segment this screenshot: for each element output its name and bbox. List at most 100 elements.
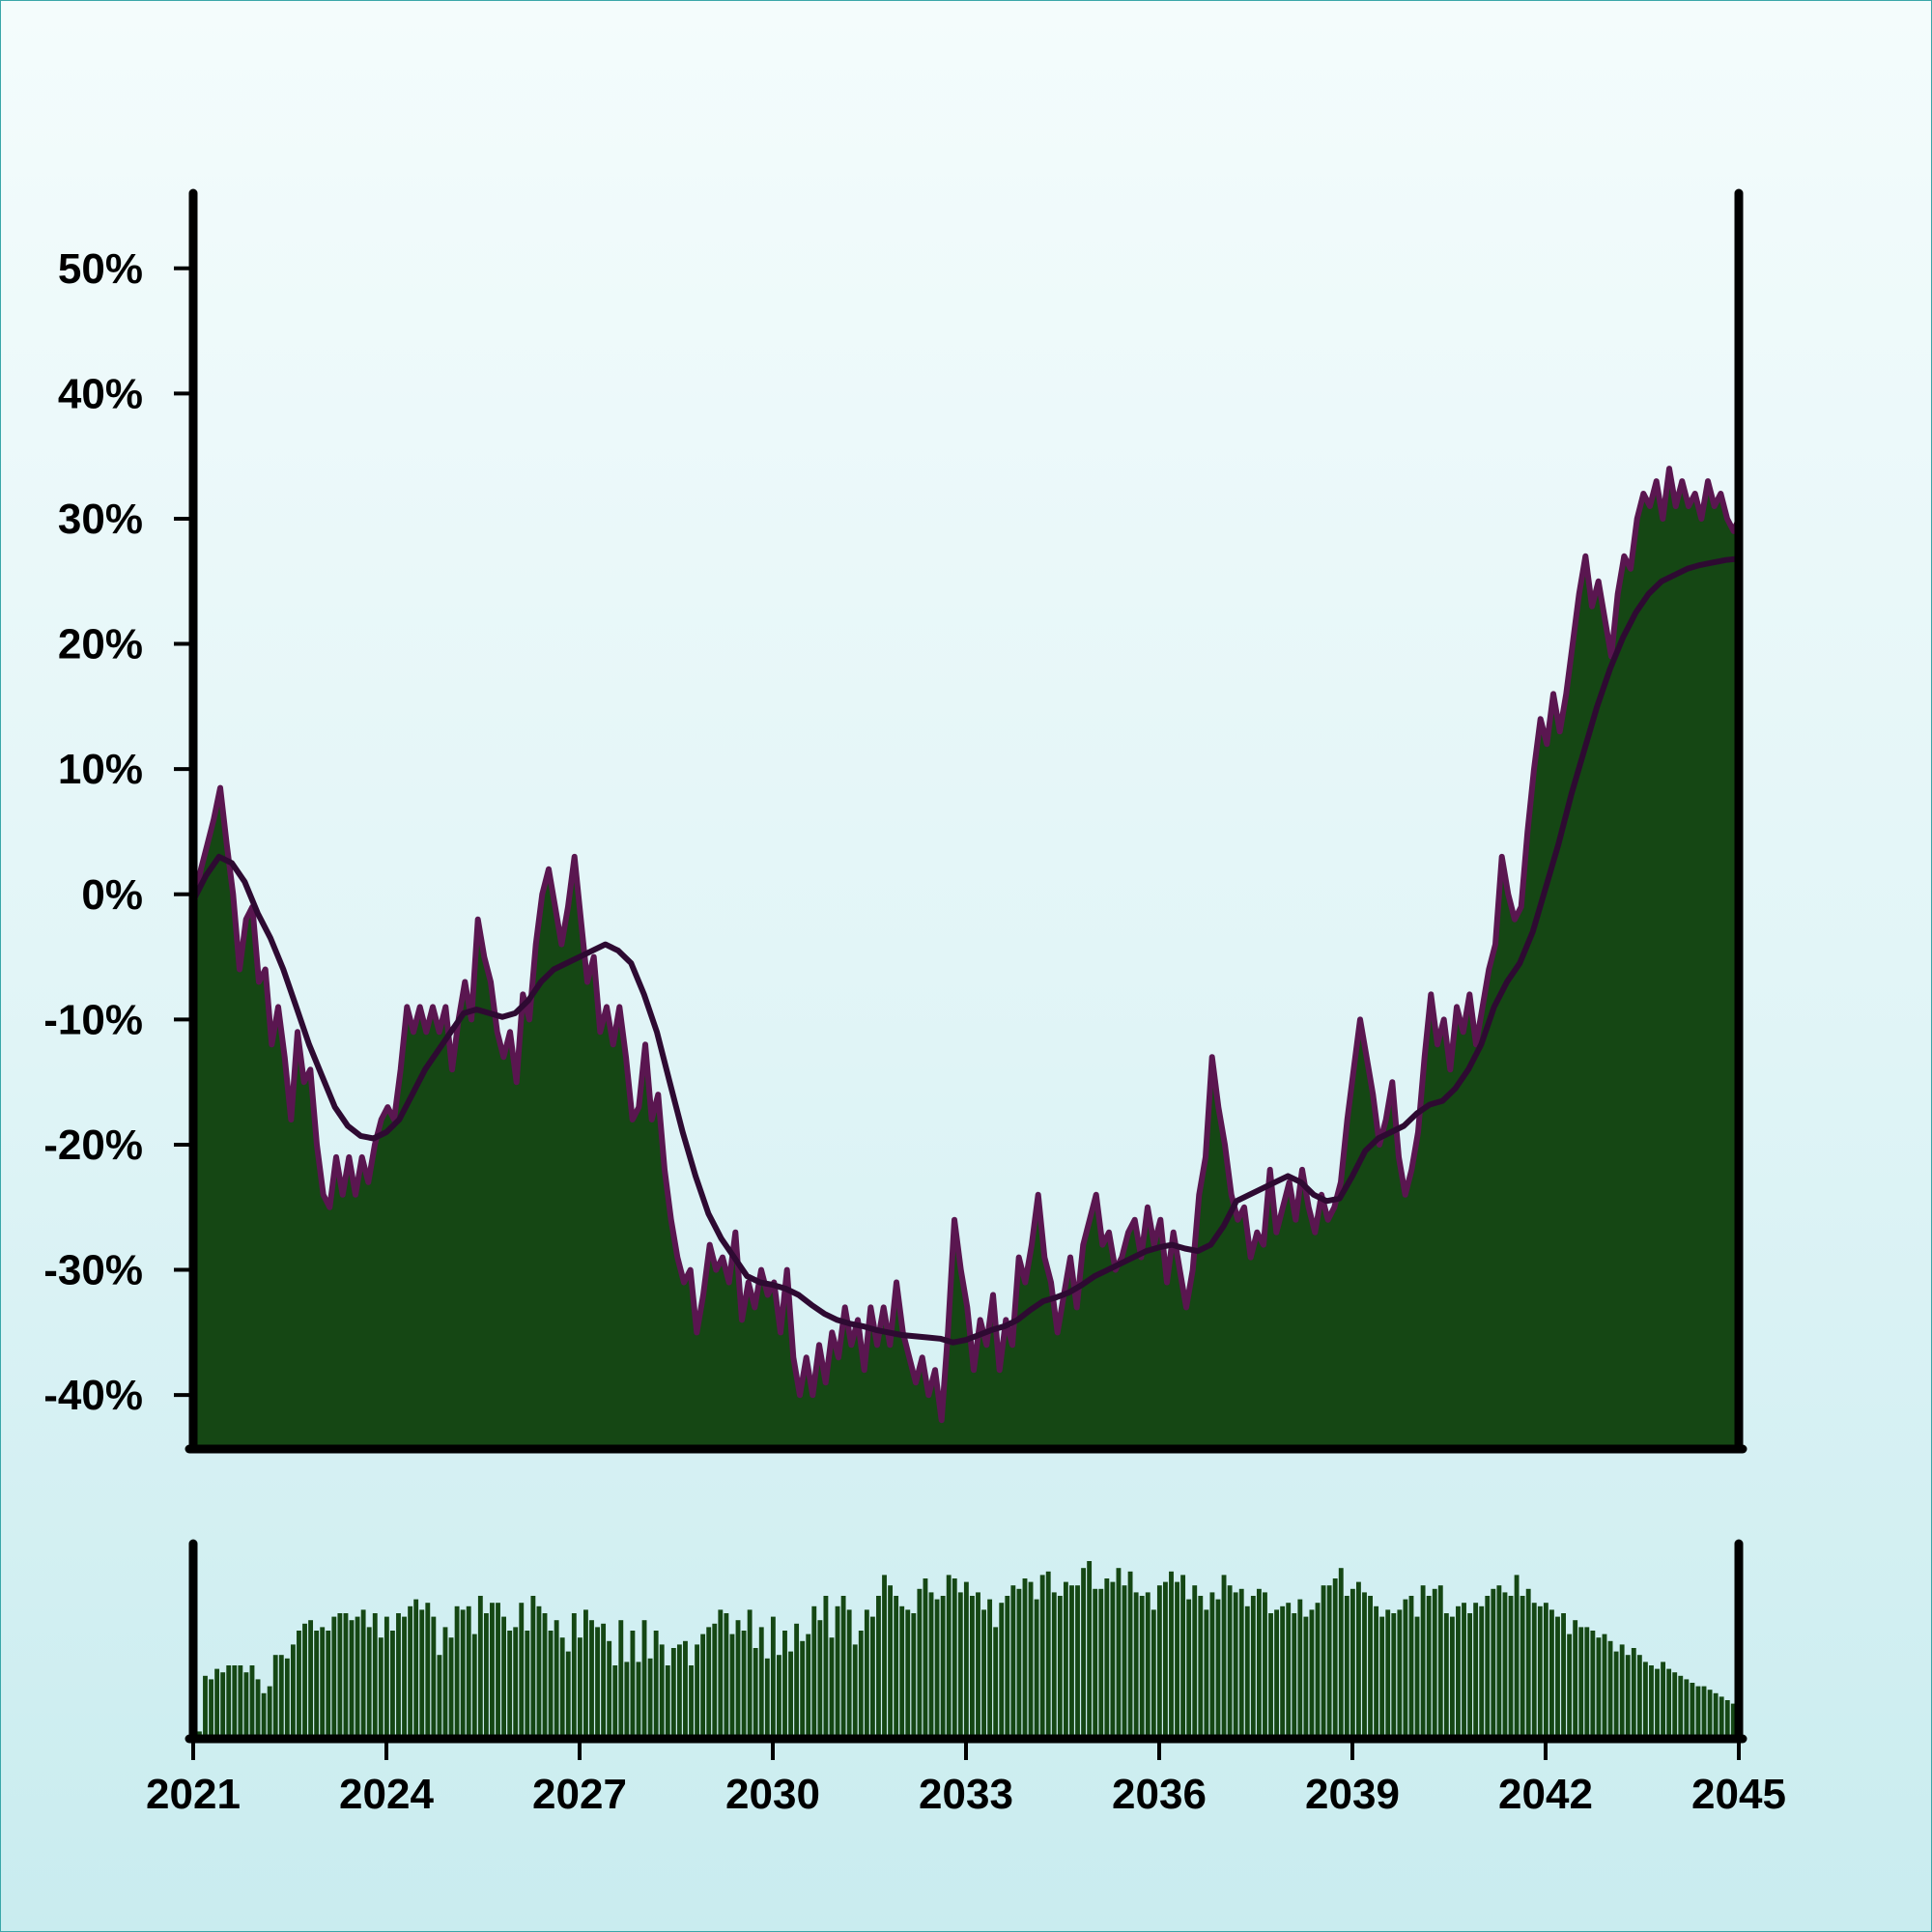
volume-bar <box>1122 1585 1127 1735</box>
volume-bar <box>905 1609 911 1735</box>
volume-bar <box>565 1651 571 1735</box>
volume-bar <box>1063 1581 1068 1735</box>
volume-bar <box>724 1613 729 1735</box>
volume-bar <box>1619 1644 1625 1735</box>
y-tick-label: 10% <box>58 746 143 793</box>
volume-bar <box>1684 1679 1690 1735</box>
volume-bar <box>1514 1575 1520 1735</box>
volume-bar <box>525 1631 530 1735</box>
volume-bar <box>899 1605 905 1735</box>
volume-bar <box>483 1613 489 1735</box>
volume-bar <box>496 1603 500 1735</box>
x-tick-label: 2027 <box>532 1771 627 1818</box>
volume-bar <box>1397 1609 1403 1735</box>
volume-bar <box>1602 1634 1607 1735</box>
volume-bar <box>1573 1620 1578 1735</box>
volume-bar <box>718 1609 724 1735</box>
volume-bar <box>1075 1585 1080 1735</box>
volume-bar <box>618 1620 624 1735</box>
volume-bar <box>308 1620 314 1735</box>
volume-bar <box>1198 1596 1204 1735</box>
volume-bar <box>1344 1596 1350 1735</box>
volume-bar <box>297 1631 301 1735</box>
x-tick-label: 2045 <box>1691 1771 1786 1818</box>
volume-bar <box>835 1605 840 1735</box>
volume-bar <box>408 1605 413 1735</box>
volume-bar <box>209 1679 213 1735</box>
volume-bar <box>695 1644 700 1735</box>
volume-bar <box>255 1679 261 1735</box>
volume-bar <box>1332 1578 1338 1735</box>
volume-bar <box>999 1603 1005 1735</box>
volume-bar <box>226 1665 232 1735</box>
volume-bar <box>764 1658 770 1735</box>
volume-bar <box>1093 1588 1098 1735</box>
volume-bar <box>1596 1637 1602 1735</box>
volume-bar <box>712 1623 718 1735</box>
volume-bar <box>911 1613 917 1735</box>
volume-bar <box>471 1634 477 1735</box>
volume-bar <box>1309 1609 1315 1735</box>
volume-bar <box>460 1609 466 1735</box>
volume-bar <box>238 1665 243 1735</box>
volume-bar <box>1192 1585 1198 1735</box>
volume-bar <box>1209 1592 1215 1735</box>
volume-bar <box>659 1644 665 1735</box>
volume-bar <box>636 1662 641 1735</box>
volume-bar <box>1531 1603 1537 1735</box>
volume-bar <box>1227 1585 1233 1735</box>
y-tick-label: 40% <box>58 370 143 417</box>
volume-bar <box>1098 1588 1104 1735</box>
volume-bar <box>647 1658 653 1735</box>
volume-bar <box>577 1637 582 1735</box>
volume-bar <box>507 1631 513 1735</box>
volume-bar <box>1110 1581 1116 1735</box>
volume-bar <box>1437 1585 1443 1735</box>
volume-bar <box>302 1623 307 1735</box>
volume-bar <box>1286 1603 1292 1735</box>
volume-bar <box>829 1637 835 1735</box>
volume-bar <box>501 1616 507 1735</box>
volume-bar <box>1584 1627 1590 1735</box>
volume-bar <box>1028 1581 1034 1735</box>
volume-bar <box>794 1623 800 1735</box>
volume-bar <box>963 1581 969 1735</box>
volume-bar <box>243 1672 249 1735</box>
volume-bar <box>869 1616 875 1735</box>
volume-bar <box>1537 1605 1543 1735</box>
volume-bar <box>1649 1665 1654 1735</box>
volume-bar <box>197 1731 202 1735</box>
volume-bar <box>1069 1585 1074 1735</box>
volume-bar <box>1156 1585 1162 1735</box>
volume-bar <box>589 1620 594 1735</box>
volume-bar <box>203 1675 208 1735</box>
volume-bar <box>1016 1588 1022 1735</box>
volume-bar <box>390 1631 395 1735</box>
volume-bar <box>1543 1603 1548 1735</box>
volume-bar <box>993 1627 999 1735</box>
volume-bar <box>1297 1599 1303 1735</box>
volume-bar <box>800 1640 806 1735</box>
volume-bar <box>1180 1575 1186 1735</box>
volume-bar <box>1338 1568 1344 1735</box>
volume-bar <box>1432 1588 1437 1735</box>
volume-bar <box>1145 1592 1151 1735</box>
volume-bar <box>1636 1655 1642 1735</box>
volume-bar <box>981 1609 986 1735</box>
volume-bar <box>548 1631 554 1735</box>
volume-bar <box>1151 1609 1156 1735</box>
volume-bar <box>946 1575 952 1735</box>
volume-bar <box>1169 1571 1174 1735</box>
volume-bar <box>1250 1596 1256 1735</box>
volume-bar <box>1268 1613 1273 1735</box>
volume-bar <box>454 1605 460 1735</box>
volume-bar <box>670 1648 676 1735</box>
volume-bar <box>1039 1575 1045 1735</box>
volume-bar <box>1713 1692 1719 1735</box>
volume-bar <box>1022 1578 1028 1735</box>
volume-bar <box>1549 1609 1554 1735</box>
volume-bar <box>612 1665 618 1735</box>
volume-bar <box>1502 1592 1508 1735</box>
volume-bar <box>1520 1596 1525 1735</box>
volume-bar <box>741 1631 747 1735</box>
